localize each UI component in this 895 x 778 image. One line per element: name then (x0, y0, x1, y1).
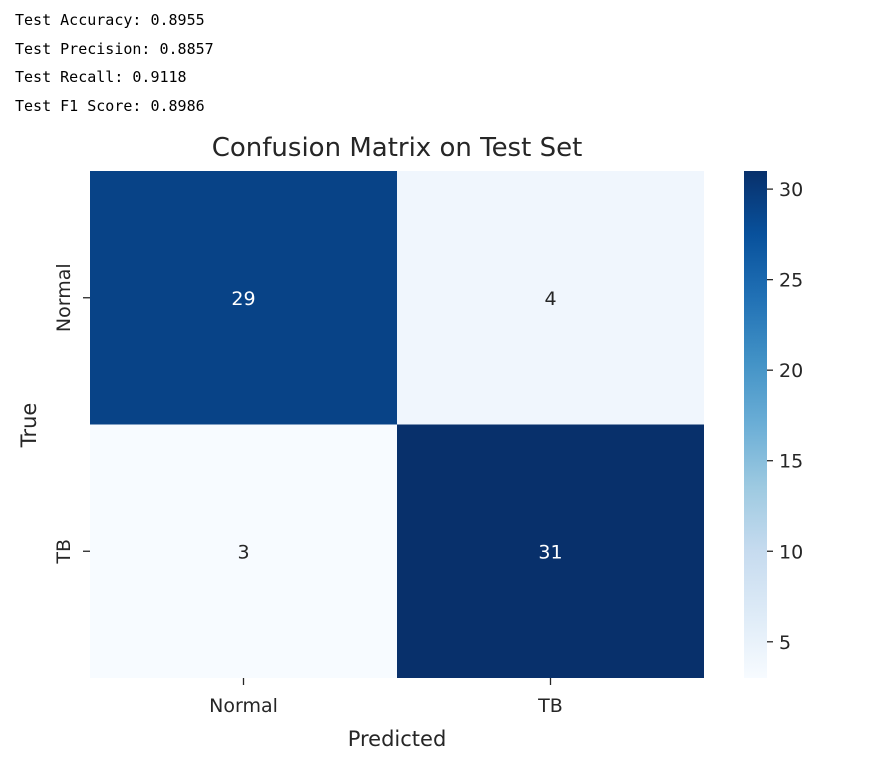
metrics-output: Test Accuracy: 0.8955 Test Precision: 0.… (15, 6, 214, 120)
heatmap-cells: 29 4 3 31 (90, 171, 704, 678)
x-axis-ticks: Normal TB (209, 678, 563, 717)
precision-line: Test Precision: 0.8857 (15, 35, 214, 64)
precision-label: Test Precision: (15, 39, 151, 58)
colorbar (744, 171, 767, 678)
chart-title: Confusion Matrix on Test Set (212, 133, 583, 163)
y-tick-label: TB (53, 539, 75, 565)
f1-label: Test F1 Score: (15, 96, 142, 115)
colorbar-tick-label: 5 (779, 632, 791, 654)
y-axis-label: True (17, 403, 41, 449)
cell-value-label: 3 (237, 541, 249, 563)
colorbar-ticks: 5 10 15 20 25 30 (767, 179, 803, 654)
cell-value-label: 29 (231, 288, 255, 310)
precision-value: 0.8857 (159, 39, 214, 58)
colorbar-tick-label: 25 (779, 270, 803, 292)
accuracy-value: 0.8955 (150, 11, 205, 29)
heatmap-cell (90, 171, 397, 425)
accuracy-label: Test Accuracy: (15, 11, 142, 29)
x-tick-label: Normal (209, 695, 278, 717)
recall-line: Test Recall: 0.9118 (15, 63, 214, 92)
accuracy-line: Test Accuracy: 0.8955 (15, 6, 214, 35)
y-tick-label: Normal (53, 263, 75, 332)
heatmap-cell (90, 424, 397, 678)
f1-value: 0.8986 (150, 96, 205, 115)
x-axis-label: Predicted (348, 727, 447, 751)
heatmap-cell (397, 171, 704, 425)
recall-value: 0.9118 (132, 68, 187, 86)
colorbar-tick-label: 30 (779, 179, 803, 201)
recall-label: Test Recall: (15, 68, 124, 86)
x-tick-label: TB (537, 695, 563, 717)
cell-value-label: 31 (538, 541, 562, 563)
colorbar-tick-label: 10 (779, 541, 803, 563)
colorbar-tick-label: 20 (779, 360, 803, 382)
heatmap-cell (397, 424, 704, 678)
confusion-matrix-chart: Confusion Matrix on Test Set 29 4 3 31 Norm… (17, 133, 803, 751)
colorbar-tick-label: 15 (779, 451, 803, 473)
cell-value-label: 4 (544, 288, 556, 310)
f1-line: Test F1 Score: 0.8986 (15, 92, 214, 121)
y-axis-ticks: Normal TB (53, 263, 90, 565)
